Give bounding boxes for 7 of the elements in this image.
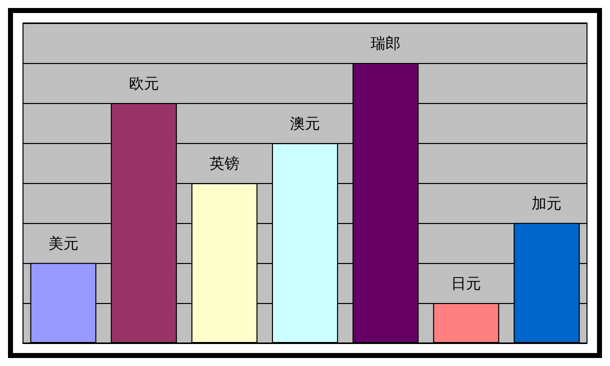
x-tick-label: 欧元 [128, 74, 159, 93]
x-tick-label: 加元 [532, 194, 562, 212]
x-tick-label: 美元 [48, 234, 78, 252]
x-tick-label: 日元 [451, 274, 482, 292]
x-tick-label: 英镑 [209, 154, 240, 173]
x-tick-label: 澳元 [290, 114, 320, 133]
x-tick-label: 瑞郎 [370, 34, 401, 52]
